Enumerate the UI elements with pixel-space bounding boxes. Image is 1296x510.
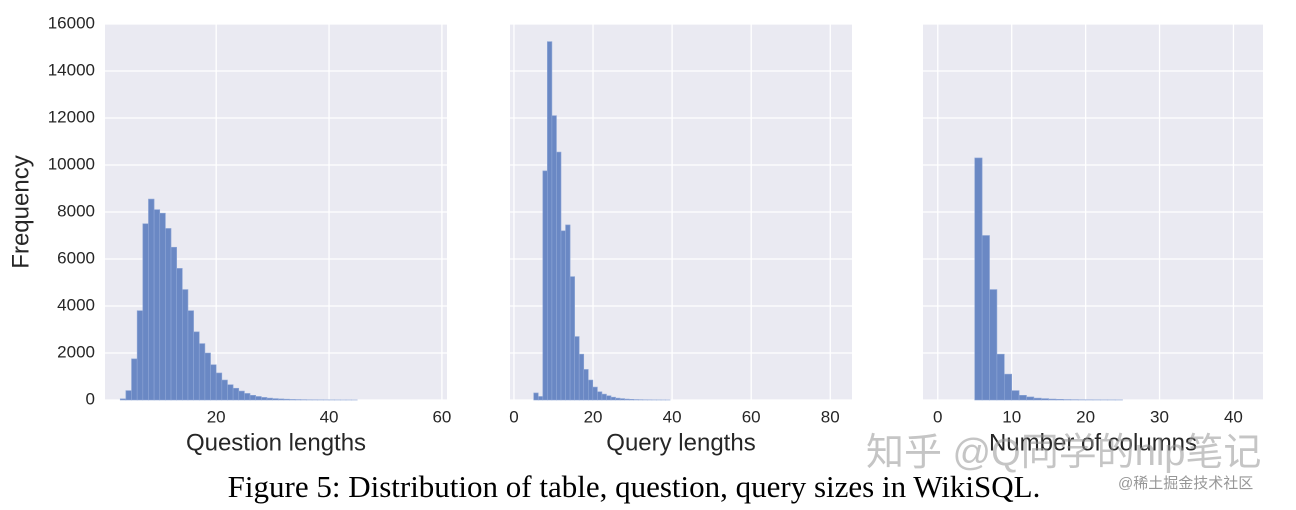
x-tick-label: 30: [1150, 407, 1169, 426]
bar: [182, 289, 189, 401]
bar: [142, 223, 149, 401]
y-tick-label: 0: [86, 389, 95, 408]
bar: [560, 230, 566, 401]
bar: [551, 115, 557, 401]
bar: [624, 398, 630, 401]
bar: [244, 393, 251, 401]
bar: [153, 209, 161, 401]
x-axis-label: Question lengths: [186, 429, 366, 456]
bar: [221, 379, 228, 401]
bar: [565, 224, 571, 401]
bar: [996, 353, 1005, 401]
bar: [606, 395, 612, 401]
x-axis-label: Query lengths: [606, 429, 755, 456]
bar: [1018, 394, 1027, 401]
bar: [597, 391, 603, 401]
y-tick-label: 12000: [48, 107, 95, 126]
y-tick-label: 2000: [57, 342, 95, 361]
bar: [170, 246, 177, 401]
bar: [974, 157, 983, 401]
bar: [255, 396, 262, 401]
bar: [204, 352, 211, 401]
bar: [131, 358, 138, 401]
bar: [119, 398, 127, 401]
x-tick-label: 20: [1076, 407, 1095, 426]
watermark: 知乎 @Q同学的nlp笔记: [866, 432, 1261, 474]
x-tick-label: 60: [432, 407, 451, 426]
x-tick-label: 40: [320, 407, 339, 426]
bar: [601, 393, 607, 401]
y-tick-label: 8000: [57, 201, 95, 220]
bar: [1026, 396, 1035, 401]
bar: [187, 310, 194, 401]
x-tick-label: 0: [933, 407, 942, 426]
bar: [1048, 398, 1057, 401]
watermark: @稀土掘金技术社区: [1118, 475, 1253, 492]
bar: [610, 396, 616, 401]
x-tick-label: 20: [207, 407, 226, 426]
bar: [215, 372, 223, 401]
bar: [556, 151, 562, 401]
x-tick-label: 0: [509, 407, 518, 426]
subplot: 0 2000 4000 6000 8000 10000 12000 14000 16000 20 4…: [7, 13, 451, 456]
subplot: 0 10 20 30 40 Number of columns: [923, 23, 1263, 456]
x-tick-label: 20: [584, 407, 603, 426]
bar: [583, 369, 589, 401]
bar: [159, 212, 166, 401]
y-tick-label: 6000: [57, 248, 95, 267]
bar: [266, 397, 273, 401]
subplot: 0 20 40 60 80 Query lengths: [509, 23, 852, 456]
bar: [537, 396, 544, 401]
bar: [1055, 398, 1064, 401]
bar: [587, 379, 594, 401]
bar: [165, 228, 172, 401]
bar: [289, 399, 296, 401]
x-tick-label: 40: [663, 407, 682, 426]
bar: [227, 384, 234, 401]
bar: [136, 310, 144, 401]
bar: [238, 390, 245, 401]
bar: [615, 397, 621, 401]
bar: [1040, 398, 1049, 401]
bar: [981, 235, 990, 401]
bar: [249, 394, 256, 401]
x-tick-label: 60: [742, 407, 761, 426]
bar: [232, 387, 240, 401]
bar: [989, 289, 998, 401]
bar: [547, 41, 553, 401]
bar: [193, 331, 200, 401]
x-tick-label: 80: [821, 407, 840, 426]
bar: [619, 398, 625, 401]
bar: [574, 336, 580, 401]
bar: [592, 386, 598, 401]
x-axis-label: Number of columns: [989, 429, 1197, 456]
bar: [261, 397, 268, 401]
bar: [125, 390, 132, 401]
bar: [542, 170, 548, 401]
y-tick-label: 4000: [57, 295, 95, 314]
bar: [176, 268, 183, 401]
y-tick-label: 16000: [48, 13, 95, 32]
bar: [569, 276, 575, 401]
bar: [578, 353, 585, 401]
y-axis-label: Frequency: [7, 155, 34, 268]
bar: [1033, 397, 1042, 401]
x-tick-label: 40: [1224, 407, 1243, 426]
x-tick-label: 10: [1002, 407, 1021, 426]
bar: [1011, 390, 1020, 401]
caption: Figure 5: Distribution of table, questio…: [228, 469, 1041, 504]
y-tick-label: 10000: [48, 154, 95, 173]
bar: [628, 398, 635, 401]
bar: [210, 364, 217, 401]
bar: [277, 398, 285, 401]
bar: [272, 398, 279, 401]
bar: [148, 198, 155, 401]
bar: [1004, 373, 1012, 401]
y-tick-label: 14000: [48, 60, 95, 79]
bar: [283, 398, 290, 401]
bar: [198, 343, 206, 401]
bar: [533, 392, 539, 401]
